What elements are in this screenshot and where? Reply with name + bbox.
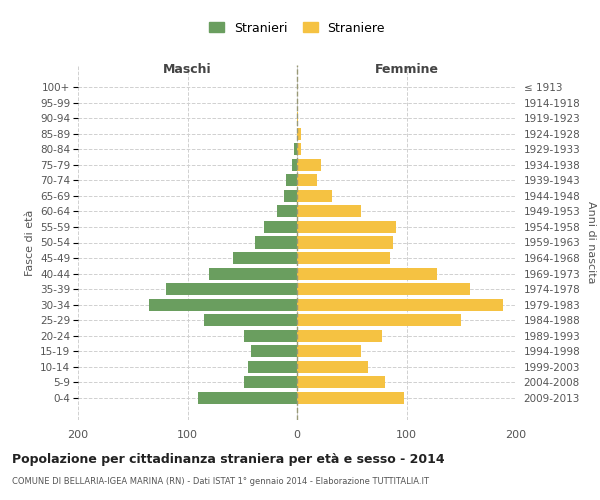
Bar <box>297 283 470 295</box>
Bar <box>297 252 390 264</box>
Text: COMUNE DI BELLARIA-IGEA MARINA (RN) - Dati ISTAT 1° gennaio 2014 - Elaborazione : COMUNE DI BELLARIA-IGEA MARINA (RN) - Da… <box>12 478 429 486</box>
Bar <box>264 221 297 233</box>
Bar <box>248 360 297 373</box>
Bar <box>292 159 297 171</box>
Bar <box>297 345 361 358</box>
Bar <box>286 174 297 186</box>
Bar <box>297 268 437 280</box>
Legend: Stranieri, Straniere: Stranieri, Straniere <box>209 22 385 35</box>
Text: Popolazione per cittadinanza straniera per età e sesso - 2014: Popolazione per cittadinanza straniera p… <box>12 452 445 466</box>
Bar <box>284 190 297 202</box>
Bar <box>297 206 361 218</box>
Bar <box>294 144 297 156</box>
Bar <box>297 159 321 171</box>
Bar <box>297 298 503 310</box>
Bar <box>297 190 332 202</box>
Y-axis label: Fasce di età: Fasce di età <box>25 210 35 276</box>
Bar <box>277 206 297 218</box>
Bar <box>297 314 461 326</box>
Bar <box>166 283 297 295</box>
Bar <box>297 330 382 342</box>
Y-axis label: Anni di nascita: Anni di nascita <box>586 201 596 284</box>
Bar <box>297 392 404 404</box>
Bar <box>297 236 394 248</box>
Bar <box>149 298 297 310</box>
Text: Femmine: Femmine <box>374 64 439 76</box>
Bar <box>244 330 297 342</box>
Bar <box>209 268 297 280</box>
Bar <box>297 128 301 140</box>
Bar <box>297 221 395 233</box>
Bar <box>251 345 297 358</box>
Bar <box>199 392 297 404</box>
Bar <box>297 376 385 388</box>
Bar <box>297 360 368 373</box>
Bar <box>233 252 297 264</box>
Bar <box>297 144 301 156</box>
Bar <box>297 174 317 186</box>
Bar <box>297 112 298 124</box>
Bar <box>204 314 297 326</box>
Text: Maschi: Maschi <box>163 64 212 76</box>
Bar <box>244 376 297 388</box>
Bar <box>256 236 297 248</box>
